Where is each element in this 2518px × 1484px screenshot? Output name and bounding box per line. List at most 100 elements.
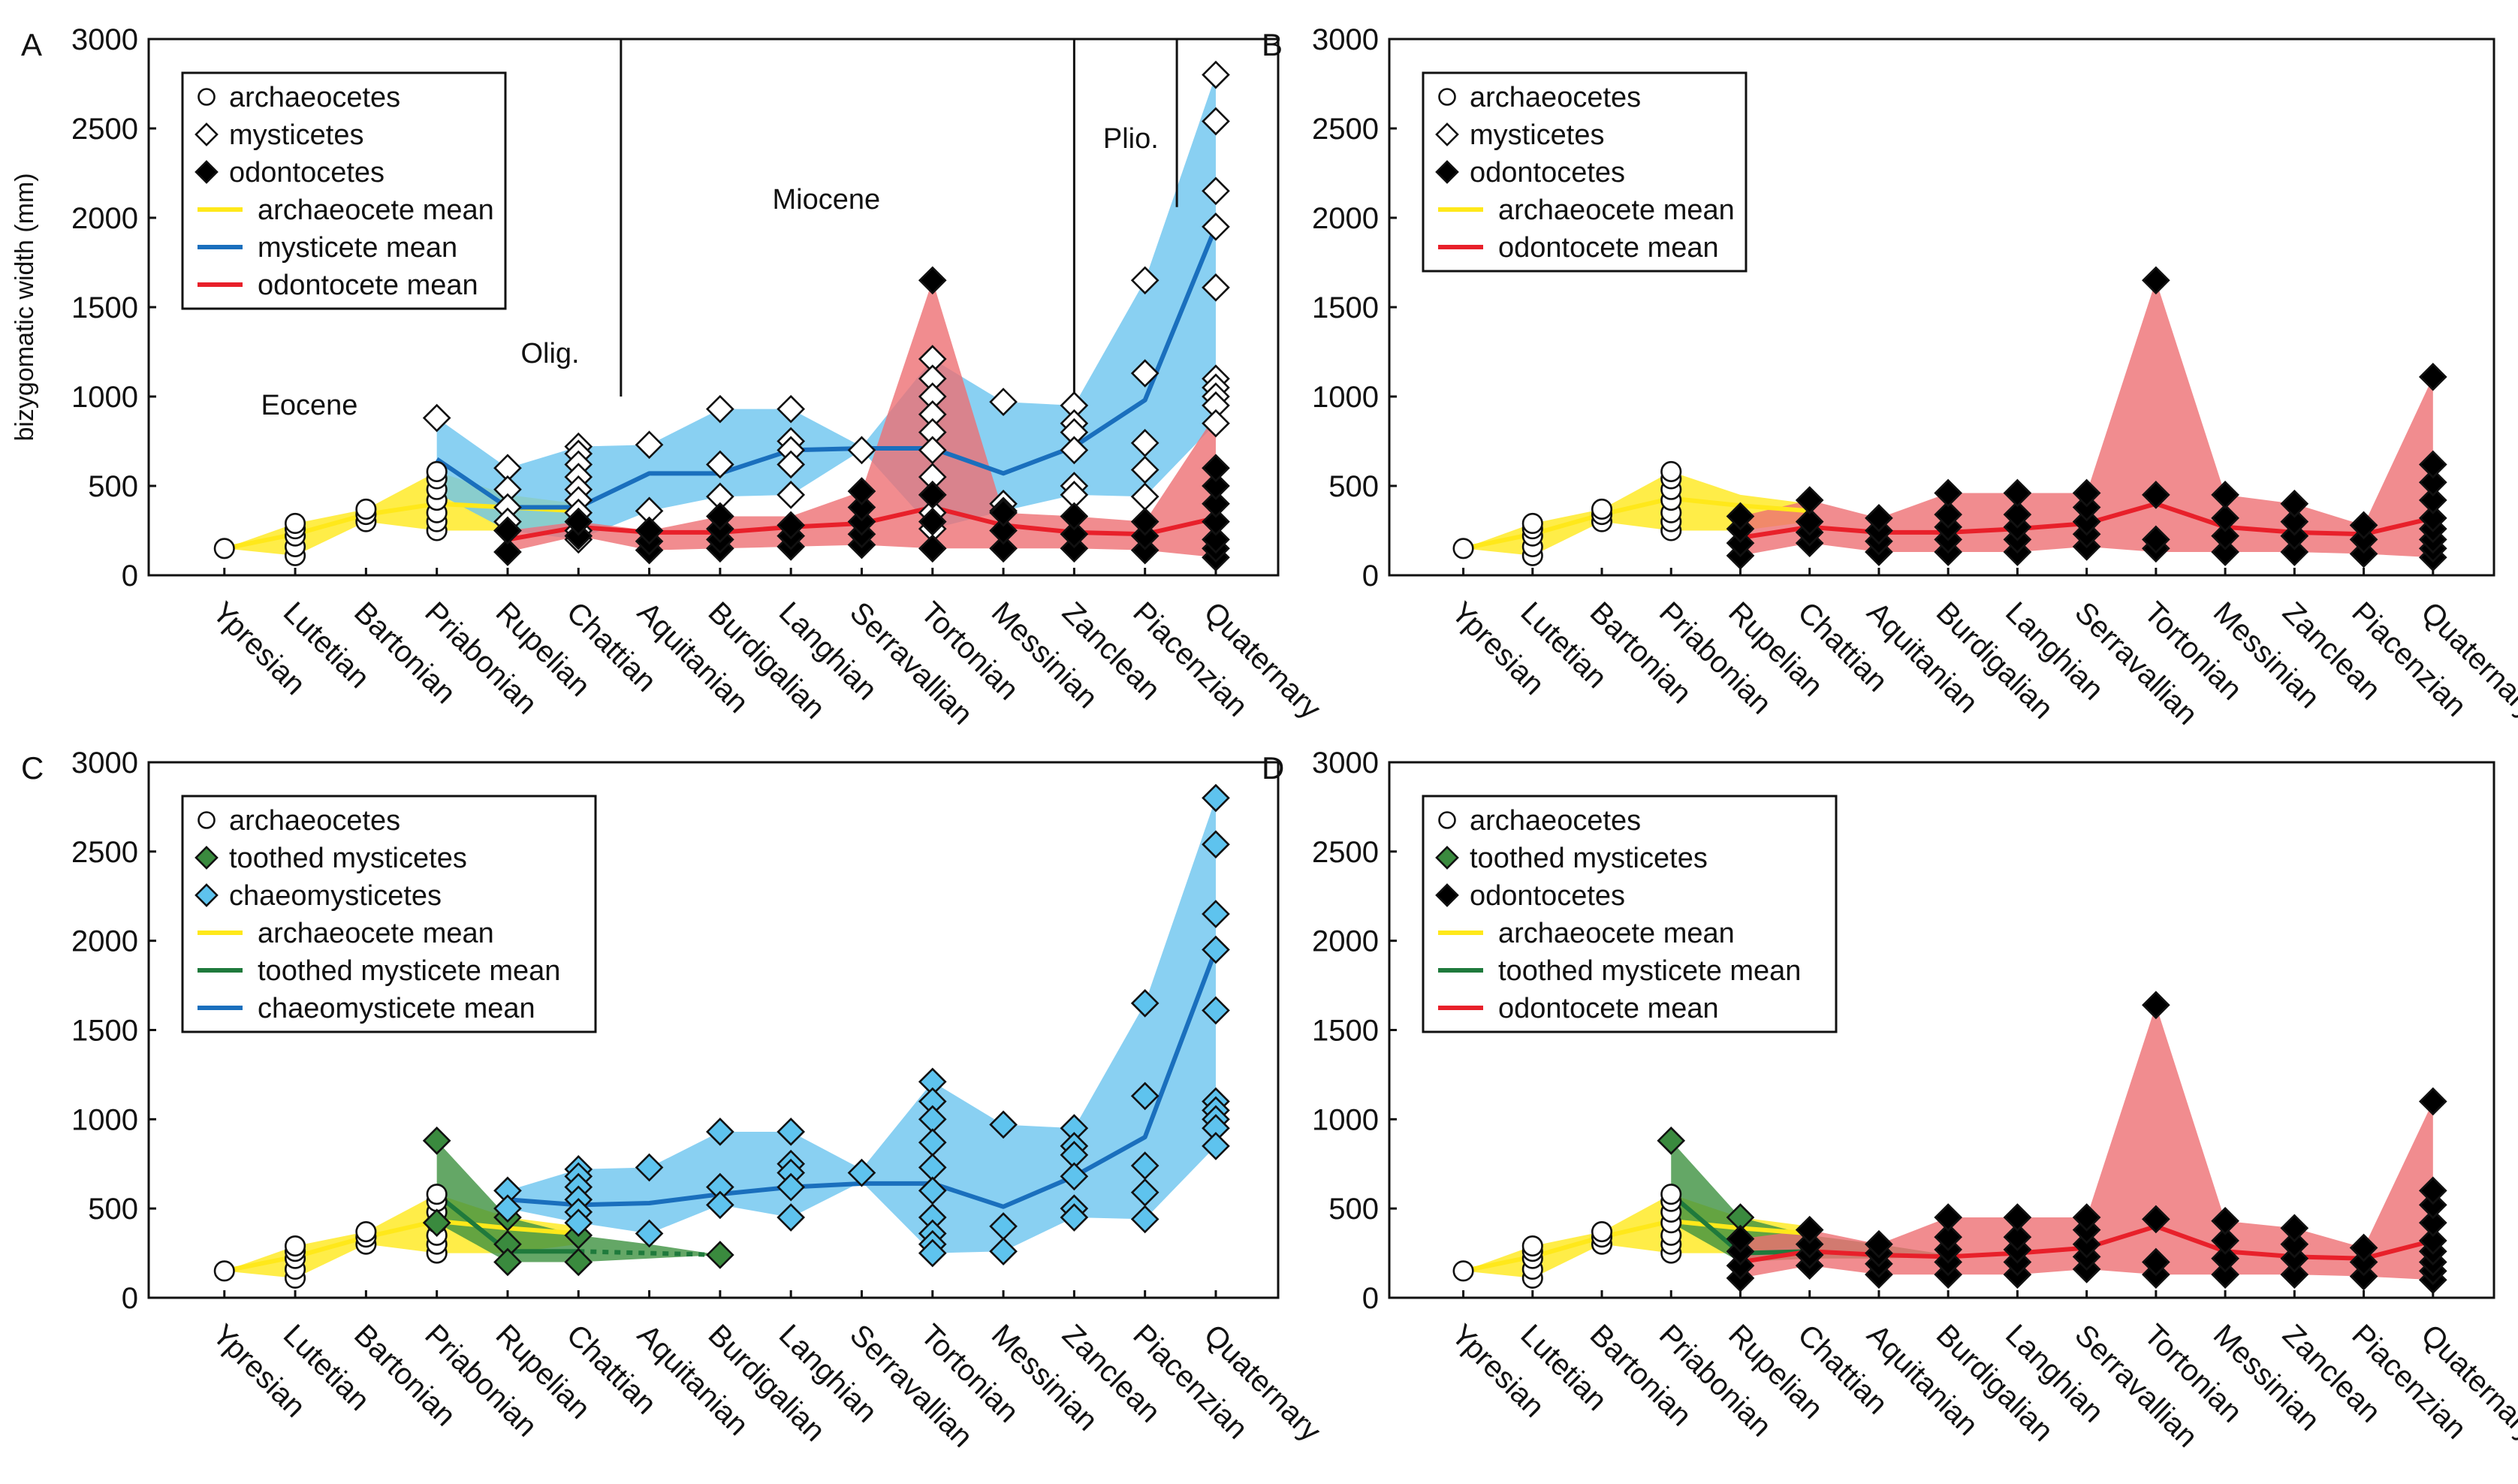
plot-area	[1452, 266, 2447, 572]
data-point-diamond	[1130, 507, 1159, 536]
data-point-diamond	[1726, 502, 1755, 531]
data-point-diamond	[195, 122, 219, 146]
data-point-diamond	[1060, 436, 1089, 465]
data-point-diamond	[2211, 521, 2239, 550]
data-point-circle	[1591, 1221, 1613, 1243]
data-point-diamond	[1202, 507, 1230, 536]
data-point-circle	[1438, 811, 1456, 829]
legend-label: odontocetes	[229, 157, 384, 189]
data-point-diamond	[2211, 481, 2239, 509]
data-point-diamond	[2280, 489, 2309, 518]
data-point-diamond	[422, 1208, 451, 1238]
y-tick-label: 1500	[71, 291, 138, 324]
data-point-diamond	[1202, 454, 1230, 483]
mean-line-archaeocete-mean	[224, 1218, 579, 1274]
data-point-diamond	[1934, 478, 1963, 508]
data-point-diamond	[564, 521, 593, 550]
legend-label: toothed mysticete mean	[1498, 955, 1801, 987]
data-point-diamond	[422, 1127, 451, 1155]
series-odontocetes	[1726, 266, 2447, 572]
legend-box	[1422, 795, 1838, 1033]
data-point-diamond	[1202, 107, 1230, 136]
data-point-diamond	[564, 1208, 593, 1238]
mean-line-archaeocete-mean	[1462, 496, 1810, 551]
data-point-diamond	[2003, 1203, 2032, 1232]
data-point-circle	[213, 1260, 235, 1282]
data-point-diamond	[2211, 538, 2239, 566]
legend-label: odontocete mean	[1498, 993, 1719, 1024]
panel-c: 050010001500200025003000YpresianLutetian…	[21, 747, 1327, 1454]
data-point-circle	[1660, 460, 1682, 483]
data-point-diamond	[2280, 1244, 2309, 1273]
y-tick-label: 1000	[1312, 1103, 1379, 1136]
data-point-diamond	[1726, 1224, 1755, 1253]
data-point-diamond	[2349, 1247, 2378, 1277]
data-point-diamond	[1934, 1203, 1963, 1232]
data-point-diamond	[195, 883, 219, 907]
series-toothed-mysticetes	[422, 1127, 734, 1277]
data-point-diamond	[847, 493, 876, 522]
data-point-diamond	[1130, 535, 1159, 565]
data-point-diamond	[706, 1190, 734, 1220]
panel-a: 050010001500200025003000YpresianLutetian…	[11, 23, 1327, 731]
data-point-diamond	[493, 538, 522, 566]
data-point-diamond	[1795, 1215, 1824, 1244]
data-point-diamond	[422, 403, 451, 433]
data-point-diamond	[2418, 468, 2447, 497]
data-point-diamond	[1130, 521, 1159, 550]
data-point-diamond	[2211, 1226, 2239, 1255]
data-point-diamond	[2142, 266, 2170, 295]
panel-letter: D	[1262, 750, 1284, 786]
data-point-diamond	[1435, 122, 1459, 146]
data-point-diamond	[847, 436, 876, 465]
data-point-diamond	[2349, 539, 2378, 569]
legend-label: odontocete mean	[258, 270, 478, 301]
legend-label: archaeocetes	[229, 82, 400, 113]
y-tick-label: 1000	[1312, 381, 1379, 414]
data-point-diamond	[706, 450, 734, 479]
epoch-label: Olig.	[520, 338, 579, 369]
data-point-diamond	[989, 1110, 1018, 1139]
data-point-diamond	[1795, 486, 1824, 514]
data-point-circle	[1591, 498, 1613, 520]
panel-letter: C	[21, 750, 44, 786]
range-band-archaeocete-range	[1463, 471, 1810, 556]
data-point-diamond	[1202, 489, 1230, 518]
data-point-diamond	[1202, 273, 1230, 302]
data-point-diamond	[1202, 996, 1230, 1025]
data-point-diamond	[2003, 500, 2032, 529]
y-tick-label: 1500	[71, 1015, 138, 1048]
panel-b: 050010001500200025003000YpresianLutetian…	[1262, 23, 2518, 731]
data-point-diamond	[635, 516, 664, 545]
mean-line-archaeocete-mean	[1462, 1218, 1810, 1274]
data-point-diamond	[1060, 520, 1089, 549]
data-point-diamond	[1060, 1162, 1089, 1191]
data-point-diamond	[1060, 534, 1089, 563]
data-point-diamond	[1202, 935, 1230, 964]
panel-d: 050010001500200025003000YpresianLutetian…	[1262, 747, 2518, 1454]
y-tick-label: 3000	[71, 23, 138, 56]
plot-area	[213, 39, 1230, 572]
data-point-diamond	[2349, 1233, 2378, 1262]
y-tick-label: 1500	[1312, 1015, 1379, 1048]
data-point-diamond	[1202, 783, 1230, 813]
legend-label: chaeomysticete mean	[258, 993, 535, 1024]
y-tick-label: 0	[1362, 1282, 1379, 1315]
data-point-diamond	[989, 1237, 1018, 1266]
y-tick-label: 2000	[1312, 202, 1379, 235]
data-point-diamond	[2418, 362, 2447, 391]
data-point-diamond	[2280, 1229, 2309, 1259]
data-point-diamond	[1202, 409, 1230, 438]
data-point-diamond	[989, 534, 1018, 563]
data-point-diamond	[2280, 538, 2309, 566]
data-point-circle	[213, 538, 235, 560]
legend-label: archaeocete mean	[1498, 918, 1735, 949]
data-point-diamond	[635, 1219, 664, 1248]
data-point-diamond	[2418, 1190, 2447, 1220]
data-point-diamond	[2418, 1176, 2447, 1205]
series-mysticetes	[422, 60, 1230, 554]
panel-letter: A	[21, 27, 42, 62]
data-point-diamond	[2418, 504, 2447, 532]
data-point-circle	[285, 1235, 306, 1257]
data-point-diamond	[1865, 504, 1893, 532]
